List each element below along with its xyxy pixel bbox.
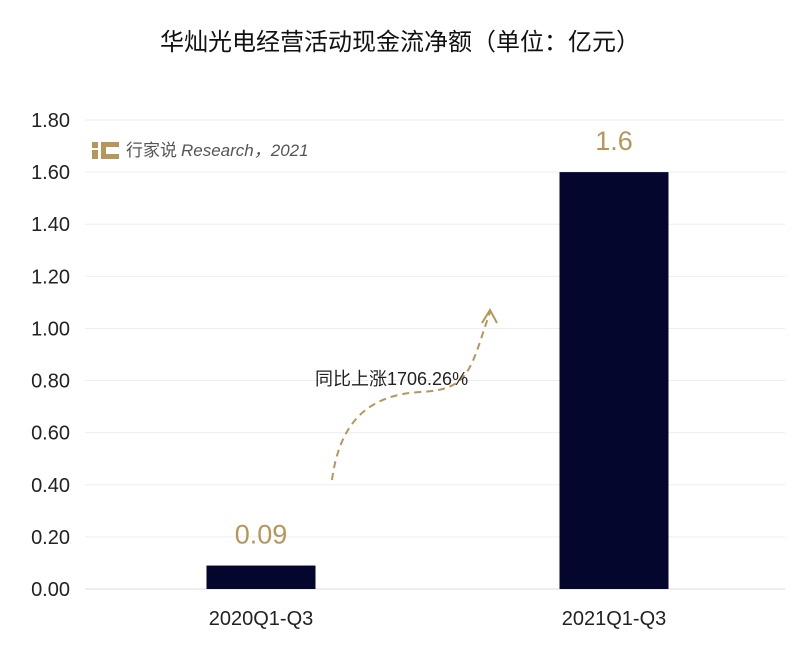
y-tick-label: 1.40 xyxy=(31,214,70,236)
watermark: 行家说 Research，2021 xyxy=(92,136,309,161)
y-tick-label: 0.20 xyxy=(31,527,70,549)
y-tick-label: 0.60 xyxy=(31,423,70,445)
bar xyxy=(559,172,669,589)
arrow-head-icon xyxy=(481,307,498,324)
y-tick-label: 1.00 xyxy=(31,318,70,340)
watermark-brand: 行家说 xyxy=(126,141,177,160)
watermark-text: Research，2021 xyxy=(181,141,309,160)
chart-title: 华灿光电经营活动现金流净额（单位：亿元） xyxy=(160,29,640,56)
trend-arrow xyxy=(331,311,491,481)
data-label: 0.09 xyxy=(235,520,288,550)
y-tick-label: 0.80 xyxy=(31,371,70,393)
x-tick-label: 2021Q1-Q3 xyxy=(562,608,667,630)
y-tick-label: 0.40 xyxy=(31,475,70,497)
bar xyxy=(206,565,316,589)
logo-icon xyxy=(92,141,119,159)
annotation: 同比上涨1706.26% xyxy=(315,369,468,389)
y-tick-label: 1.20 xyxy=(31,266,70,288)
data-label: 1.6 xyxy=(595,126,633,156)
y-tick-label: 1.80 xyxy=(31,110,70,132)
y-tick-label: 0.00 xyxy=(31,579,70,601)
y-tick-label: 1.60 xyxy=(31,162,70,184)
x-tick-label: 2020Q1-Q3 xyxy=(209,608,314,630)
